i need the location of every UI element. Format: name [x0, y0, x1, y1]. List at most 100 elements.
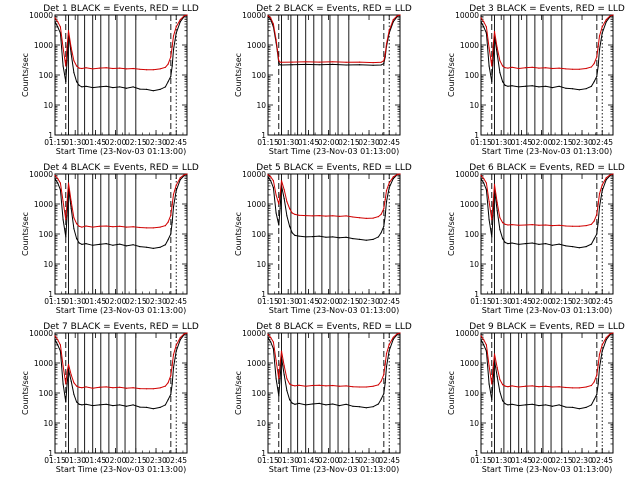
chart-title: Det 8 BLACK = Events, RED = LLD — [256, 322, 412, 332]
data-point-events — [81, 243, 83, 245]
data-point-lld — [73, 60, 75, 62]
data-point-lld — [524, 385, 527, 387]
y-tick-label: 10000 — [29, 170, 53, 179]
y-tick-label: 10000 — [455, 329, 479, 338]
data-point-lld — [67, 30, 70, 32]
data-point-events — [372, 64, 374, 66]
y-tick-label: 1000 — [247, 200, 266, 209]
y-tick-label: 10 — [469, 419, 479, 428]
data-point-events — [598, 206, 601, 208]
data-point-lld — [171, 45, 173, 48]
data-point-events — [359, 64, 361, 66]
data-point-events — [305, 63, 307, 65]
data-point-events — [92, 405, 94, 407]
data-point-events — [545, 243, 547, 245]
data-point-events — [152, 408, 154, 410]
data-point-events — [597, 65, 599, 67]
data-point-events — [279, 64, 281, 66]
data-point-events — [171, 221, 173, 223]
data-point-lld — [380, 380, 382, 382]
x-tick-label: 01:45 — [511, 138, 533, 147]
y-axis-label: Counts/sec — [234, 53, 243, 97]
data-point-events — [170, 393, 172, 395]
y-tick-label: 1000 — [460, 359, 479, 368]
data-point-lld — [286, 378, 288, 380]
data-point-events — [318, 402, 320, 404]
data-point-lld — [146, 69, 148, 71]
data-point-lld — [596, 374, 598, 376]
data-point-events — [267, 176, 269, 178]
data-point-events — [385, 201, 388, 203]
data-point-lld — [392, 336, 394, 338]
data-point-lld — [119, 67, 121, 69]
data-point-lld — [345, 61, 347, 63]
data-point-events — [119, 404, 121, 406]
x-tick-label: 01:45 — [511, 297, 533, 306]
data-point-lld — [159, 226, 161, 228]
data-point-events — [504, 241, 506, 244]
data-point-lld — [499, 60, 501, 62]
x-tick-label: 02:15 — [125, 297, 147, 306]
data-point-lld — [492, 367, 494, 369]
y-axis-label: Counts/sec — [21, 371, 30, 415]
chart-title: Det 9 BLACK = Events, RED = LLD — [469, 322, 625, 332]
data-point-lld — [502, 65, 504, 67]
data-point-events — [272, 187, 274, 189]
data-point-lld — [175, 344, 177, 346]
data-point-lld — [152, 388, 154, 390]
data-point-lld — [612, 332, 614, 334]
x-tick-label: 01:30 — [277, 138, 299, 147]
chart-title: Det 6 BLACK = Events, RED = LLD — [469, 163, 625, 173]
x-tick-label: 02:00 — [105, 138, 127, 147]
data-point-events — [65, 236, 67, 238]
data-point-events — [499, 391, 501, 393]
data-point-events — [66, 215, 68, 217]
data-point-lld — [399, 14, 401, 16]
x-tick-label: 02:00 — [105, 297, 127, 306]
data-point-events — [275, 378, 277, 380]
data-point-lld — [507, 224, 509, 226]
data-point-events — [318, 235, 320, 237]
y-tick-label: 1 — [474, 449, 479, 458]
data-point-lld — [493, 353, 496, 355]
data-point-events — [279, 378, 281, 380]
data-point-lld — [384, 199, 386, 201]
data-point-events — [492, 215, 494, 217]
data-point-events — [345, 64, 347, 66]
data-point-lld — [298, 214, 300, 216]
data-point-lld — [275, 360, 277, 362]
data-point-events — [152, 90, 154, 92]
data-point-lld — [511, 224, 513, 226]
data-point-lld — [112, 387, 114, 389]
data-point-lld — [170, 56, 172, 58]
y-tick-label: 10000 — [29, 11, 53, 20]
data-point-lld — [289, 208, 291, 210]
x-tick-label: 02:15 — [551, 138, 573, 147]
data-point-lld — [76, 223, 78, 225]
data-point-lld — [73, 217, 75, 219]
y-tick-label: 1 — [261, 290, 266, 299]
y-tick-label: 1 — [261, 131, 266, 140]
series-line-lld — [267, 173, 401, 219]
data-point-events — [146, 406, 148, 408]
data-point-lld — [565, 68, 567, 70]
data-point-events — [480, 21, 482, 23]
y-tick-label: 1 — [261, 449, 266, 458]
data-point-lld — [318, 215, 320, 217]
data-point-events — [81, 404, 83, 406]
data-point-lld — [365, 386, 367, 388]
data-point-lld — [164, 66, 166, 68]
data-point-lld — [597, 203, 599, 205]
data-point-lld — [597, 45, 599, 48]
x-tick-label: 01:15 — [44, 297, 66, 306]
data-point-lld — [551, 386, 554, 388]
data-point-events — [593, 81, 595, 83]
chart-title: Det 4 BLACK = Events, RED = LLD — [43, 163, 199, 173]
x-tick-label: 02:15 — [338, 456, 360, 465]
data-point-events — [170, 75, 172, 77]
data-point-lld — [518, 224, 520, 226]
y-tick-label: 100 — [252, 230, 267, 239]
data-point-lld — [485, 344, 487, 346]
data-point-events — [85, 85, 87, 87]
y-tick-label: 100 — [39, 389, 54, 398]
